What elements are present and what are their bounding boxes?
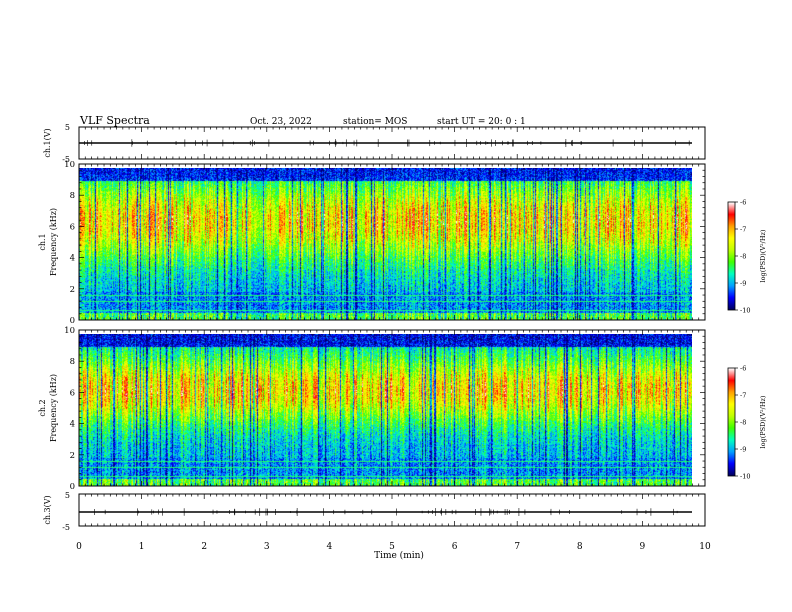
y-tick-label: 8 (70, 357, 75, 367)
y-tick-label: 6 (70, 388, 75, 398)
time-axis-label: Time (min) (374, 550, 424, 561)
ch2-colorbar: -6 -7 -8 -9 -10 log(PSD)(V²/Hz) (727, 365, 767, 481)
ch1-waveform-spikes (84, 139, 690, 147)
ch2-spec-ylabel-top: ch.2 (38, 399, 47, 416)
colorbar-tick-label: -7 (740, 226, 746, 234)
ch2-spec-ylabel-bottom: Frequency (kHz) (49, 374, 58, 442)
ch3-ylabel: ch.3(V) (43, 495, 52, 524)
colorbar-tick-label: -8 (740, 253, 746, 261)
ch2-yticks: 0 2 4 6 8 10 (64, 326, 705, 492)
x-tick-label: 3 (264, 542, 270, 552)
x-tick-label: 0 (76, 542, 82, 552)
ch1-spec-ylabel-top: ch.1 (38, 233, 47, 250)
y-tick-label: 2 (70, 451, 75, 461)
time-axis-tick-labels: 0 1 2 3 4 5 6 7 8 9 10 (76, 542, 711, 552)
colorbar-tick-label: -6 (740, 365, 746, 373)
ch2-colorbar-gradient (728, 368, 735, 476)
colorbar-tick-label: -9 (740, 280, 746, 288)
station-label: station= MOS (343, 117, 407, 127)
colorbar-tick-label: -10 (740, 473, 750, 481)
ch1-spectrogram-image (79, 168, 692, 320)
ch1-colorbar: -6 -7 -8 -9 -10 log(PSD)(V²/Hz) (727, 199, 767, 315)
x-tick-label: 7 (514, 542, 520, 552)
date-label: Oct. 23, 2022 (250, 117, 312, 127)
y-tick-label: 2 (70, 285, 75, 295)
y-tick-label: 0 (70, 316, 75, 326)
y-tick-label: 0 (70, 482, 75, 492)
ch1-ytick-bottom: -5 (62, 155, 70, 164)
y-tick-label: 4 (70, 254, 75, 264)
ch3-waveform-spikes (94, 508, 678, 516)
ch1-colorbar-label: log(PSD)(V²/Hz) (759, 229, 767, 282)
ch2-colorbar-ticks: -6 -7 -8 -9 -10 (735, 365, 750, 481)
ch1-colorbar-gradient (728, 202, 735, 310)
x-tick-label: 10 (699, 542, 711, 552)
y-tick-label: 4 (70, 420, 75, 430)
ch3-ytick-top: 5 (65, 491, 70, 500)
ch3-ytick-bottom: -5 (62, 523, 70, 532)
figure-title: VLF Spectra (79, 114, 150, 127)
ch1-yticks: 0 2 4 6 8 10 (64, 160, 705, 326)
ch1-colorbar-ticks: -6 -7 -8 -9 -10 (735, 199, 750, 315)
x-tick-label: 1 (139, 542, 145, 552)
x-tick-label: 4 (327, 542, 333, 552)
ch1-spec-ylabel-bottom: Frequency (kHz) (49, 208, 58, 276)
start-time-label: start UT = 20: 0 : 1 (437, 117, 526, 127)
x-tick-label: 2 (201, 542, 207, 552)
ch1-waveform-panel: 5 -5 ch.1(V) (43, 123, 706, 164)
y-tick-label: 6 (70, 222, 75, 232)
colorbar-tick-label: -7 (740, 392, 746, 400)
colorbar-tick-label: -8 (740, 419, 746, 427)
x-tick-label: 9 (640, 542, 646, 552)
y-tick-label: 10 (64, 326, 75, 336)
colorbar-tick-label: -6 (740, 199, 746, 207)
x-tick-label: 6 (452, 542, 458, 552)
ch2-spectrogram-image (79, 334, 692, 486)
ch1-ytick-top: 5 (65, 123, 70, 132)
x-tick-label: 5 (389, 542, 395, 552)
ch2-spectrogram-panel: 0 2 4 6 8 10 ch.2 Frequency (kHz) (38, 326, 706, 492)
ch1-ylabel: ch.1(V) (43, 128, 52, 157)
colorbar-tick-label: -9 (740, 446, 746, 454)
ch1-spectrogram-panel: 0 2 4 6 8 10 ch.1 Frequency (kHz) (38, 160, 706, 326)
x-tick-label: 8 (577, 542, 583, 552)
ch2-colorbar-label: log(PSD)(V²/Hz) (759, 395, 767, 448)
ch3-waveform-panel: 5 -5 ch.3(V) (43, 491, 706, 532)
colorbar-tick-label: -10 (740, 307, 750, 315)
y-tick-label: 8 (70, 191, 75, 201)
y-tick-label: 10 (64, 160, 75, 170)
time-axis-ticks (78, 127, 706, 526)
